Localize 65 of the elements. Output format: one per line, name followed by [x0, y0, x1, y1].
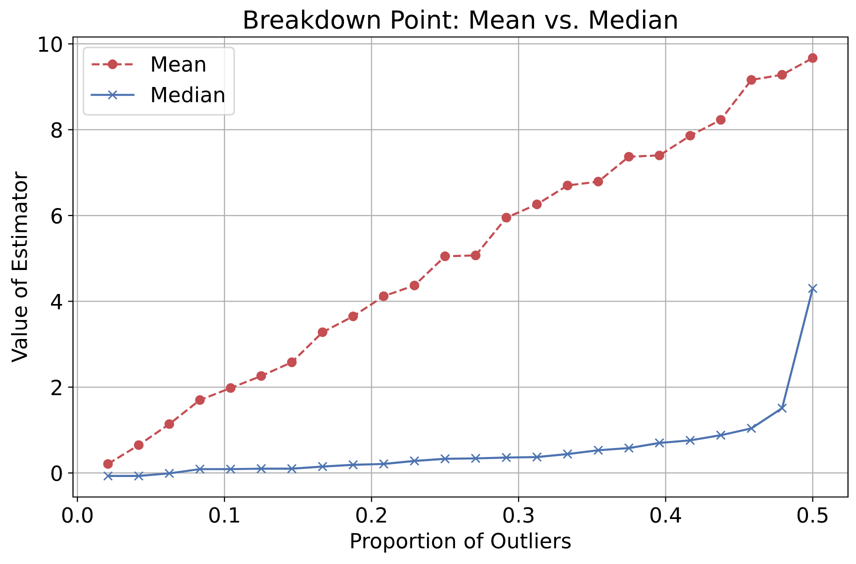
point [654, 150, 664, 160]
point [470, 250, 481, 260]
y-tick-label: 0 [51, 465, 62, 482]
point [348, 460, 358, 470]
point [440, 454, 450, 464]
x-tick-label: 0.0 [62, 507, 93, 523]
legend-label: Mean [152, 56, 206, 72]
x-axis-title: Proportion of Outliers [351, 532, 571, 553]
point [502, 212, 512, 223]
x-tick-label: 0.3 [503, 507, 534, 523]
point [286, 357, 297, 368]
point [164, 468, 174, 478]
point [378, 459, 389, 469]
point [808, 53, 818, 63]
chart-title: Breakdown Point: Mean vs. Median [244, 10, 677, 30]
point [195, 395, 205, 405]
point [716, 114, 726, 125]
point [777, 70, 787, 80]
point [746, 75, 756, 85]
point [195, 464, 205, 474]
point [348, 311, 358, 322]
point [440, 251, 450, 262]
legend-label: Median [152, 86, 224, 102]
point [716, 430, 726, 440]
point [624, 443, 634, 453]
point [103, 471, 113, 481]
point [685, 130, 696, 141]
point [378, 291, 389, 302]
point [256, 464, 266, 474]
point [808, 284, 818, 294]
x-tick-label: 0.5 [798, 507, 828, 523]
point [318, 462, 328, 472]
point [746, 423, 756, 434]
point [532, 452, 542, 462]
point [777, 403, 787, 414]
point [470, 454, 481, 464]
y-tick-label: 2 [52, 380, 62, 396]
y-tick-label: 10 [39, 36, 62, 52]
point [624, 152, 634, 162]
point [410, 280, 420, 290]
point [562, 449, 572, 459]
point [410, 456, 420, 466]
point [256, 371, 266, 381]
point [318, 327, 328, 338]
point [685, 435, 696, 446]
point [134, 471, 144, 481]
point [654, 438, 664, 448]
point [134, 440, 144, 450]
x-tick-label: 0.1 [209, 507, 240, 523]
point [532, 199, 542, 210]
point [562, 180, 572, 190]
point [164, 419, 174, 429]
y-axis-title: Value of Estimator [11, 171, 28, 362]
point [286, 464, 297, 474]
y-tick-label: 6 [51, 208, 62, 224]
point [226, 383, 236, 393]
point [502, 452, 512, 462]
x-tick-label: 0.2 [356, 507, 386, 523]
x-tick-label: 0.4 [650, 507, 682, 523]
y-tick-label: 8 [51, 122, 62, 138]
point [593, 176, 604, 186]
point [103, 459, 113, 469]
point [226, 464, 236, 474]
y-tick-label: 4 [51, 294, 62, 310]
point [593, 445, 604, 456]
